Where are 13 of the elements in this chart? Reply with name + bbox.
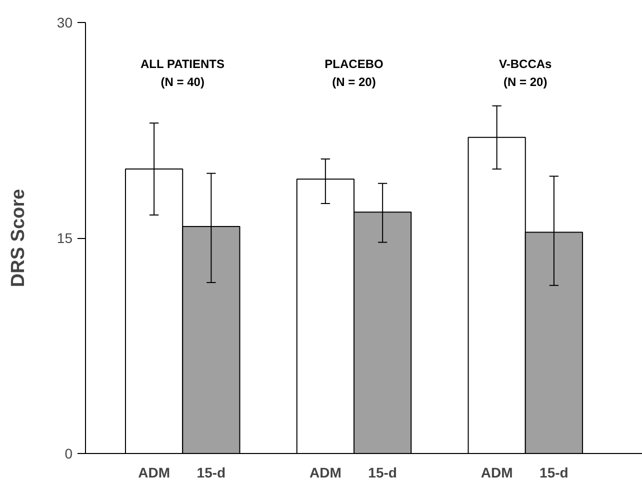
x-tick-label: 15-d: [368, 464, 397, 480]
x-tick-label: ADM: [309, 464, 342, 480]
annotation: V-BCCAs (N = 20): [499, 56, 552, 90]
annotation: ALL PATIENTS (N = 40): [140, 56, 225, 90]
y-axis-title: DRS Score: [8, 188, 29, 288]
x-tick-label: 15-d: [540, 464, 568, 480]
y-tick-label: 0: [64, 446, 73, 462]
x-tick-label: ADM: [480, 464, 513, 480]
y-tick-label: 15: [56, 230, 73, 246]
x-tick-label: ADM: [138, 464, 170, 480]
y-tick-label: 30: [56, 14, 73, 30]
annotation: PLACEBO (N = 20): [324, 56, 384, 90]
x-tick-label: 15-d: [196, 464, 226, 480]
